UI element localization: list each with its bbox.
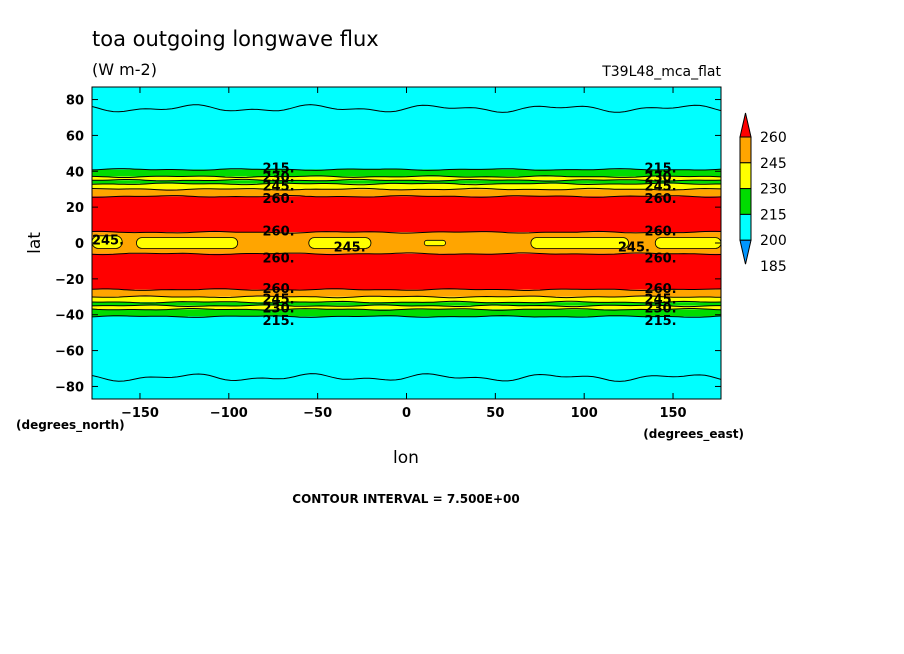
x-tick-label: 50 <box>486 406 504 421</box>
y-tick-label: 40 <box>66 165 84 180</box>
equatorial-patch-2 <box>308 237 372 249</box>
equatorial-patch-4 <box>530 237 630 249</box>
contour-label: 230. <box>645 171 677 186</box>
contour-line-5 <box>92 187 721 191</box>
band-11 <box>92 302 721 306</box>
contour-label: 245. <box>263 180 295 195</box>
equatorial-patch-0 <box>92 235 123 249</box>
band-4 <box>92 183 721 190</box>
band-2 <box>92 176 721 181</box>
colorbar: 260 245 230 215 200 185 <box>739 112 787 275</box>
chart-units: (W m-2) <box>92 60 157 79</box>
contour-line-9 <box>92 288 721 292</box>
contour-label: 260. <box>263 251 295 266</box>
colorbar-segment <box>739 213 752 241</box>
contour-line-7 <box>92 230 721 234</box>
x-tick-label: −50 <box>303 406 332 421</box>
contour-label: 245. <box>645 180 677 195</box>
band-6 <box>92 196 721 233</box>
x-axis-unit: (degrees_east) <box>643 427 744 442</box>
band-14 <box>92 316 721 399</box>
y-tick-label: 20 <box>66 201 84 216</box>
contour-line-6 <box>92 195 721 198</box>
contour-line-8 <box>92 252 721 256</box>
case-label: T39L48_mca_flat <box>601 64 721 80</box>
equatorial-patch-5 <box>654 237 721 249</box>
contour-label: 215. <box>263 162 295 177</box>
contour-label: 260. <box>645 251 677 266</box>
contour-line-14 <box>92 315 721 318</box>
equatorial-patch-1 <box>136 237 239 249</box>
contour-line-2 <box>92 175 721 178</box>
y-tick-label: −40 <box>55 309 84 324</box>
contour-label: 245. <box>92 233 124 248</box>
contour-label: 230. <box>263 171 295 186</box>
contour-line-0 <box>92 104 721 113</box>
contour-label: 230. <box>645 302 677 317</box>
band-1 <box>92 169 721 177</box>
contour-line-12 <box>92 304 721 308</box>
y-tick-label: −60 <box>55 345 84 360</box>
contour-line-11 <box>92 300 721 304</box>
band-12 <box>92 305 721 310</box>
colorbar-label: 200 <box>760 233 787 249</box>
y-tick-label: 80 <box>66 94 84 109</box>
band-0 <box>92 87 721 170</box>
y-tick-label: −80 <box>55 380 84 395</box>
colorbar-label: 215 <box>760 207 787 223</box>
y-tick-label: −20 <box>55 273 84 288</box>
x-tick-label: −100 <box>210 406 248 421</box>
colorbar-label: 245 <box>760 156 787 172</box>
contour-label: 215. <box>645 314 677 329</box>
contour-line-13 <box>92 308 721 311</box>
y-axis-unit: (degrees_north) <box>16 418 125 433</box>
colorbar-bottom-arrow <box>739 239 752 265</box>
contour-label: 260. <box>263 224 295 239</box>
y-tick-label: 60 <box>66 129 84 144</box>
contour-line-4 <box>92 182 721 186</box>
contour-label: 215. <box>645 162 677 177</box>
contour-line-3 <box>92 178 721 182</box>
contour-label: 245. <box>263 293 295 308</box>
contour-line-15 <box>92 373 721 382</box>
band-8 <box>92 253 721 290</box>
contour-interval: CONTOUR INTERVAL = 7.500E+00 <box>292 492 519 506</box>
contour-line-1 <box>92 168 721 171</box>
contour-label: 245. <box>334 241 366 256</box>
contour-label: 260. <box>645 282 677 297</box>
band-10 <box>92 296 721 303</box>
colorbar-label: 185 <box>760 259 787 275</box>
contour-label: 245. <box>645 293 677 308</box>
y-axis-label: lat <box>25 232 45 254</box>
colorbar-label: 230 <box>760 182 787 198</box>
contour-label: 215. <box>263 314 295 329</box>
contour-label: 260. <box>263 282 295 297</box>
colorbar-label: 260 <box>760 130 787 146</box>
contour-label: 260. <box>645 224 677 239</box>
x-tick-label: 150 <box>659 406 686 421</box>
y-tick-label: 0 <box>75 237 84 252</box>
contour-line-10 <box>92 295 721 299</box>
colorbar-segment <box>739 136 752 164</box>
band-9 <box>92 289 721 297</box>
equatorial-patch-3 <box>423 239 446 247</box>
contour-label: 260. <box>645 192 677 207</box>
colorbar-segment <box>739 162 752 190</box>
contour-label: 245. <box>618 241 650 256</box>
band-3 <box>92 180 721 184</box>
x-tick-label: 100 <box>571 406 598 421</box>
x-axis-label: lon <box>393 448 419 468</box>
colorbar-segment <box>739 188 752 215</box>
colorbar-top-arrow <box>739 112 752 138</box>
plot-area: 215.230.245.260.260.260.260.245.230.215.… <box>92 87 721 399</box>
contour-label: 260. <box>263 192 295 207</box>
band-13 <box>92 309 721 317</box>
contour-label: 230. <box>263 302 295 317</box>
chart-title: toa outgoing longwave flux <box>92 27 379 51</box>
x-tick-label: 0 <box>402 406 411 421</box>
band-5 <box>92 189 721 197</box>
x-tick-label: −150 <box>121 406 159 421</box>
